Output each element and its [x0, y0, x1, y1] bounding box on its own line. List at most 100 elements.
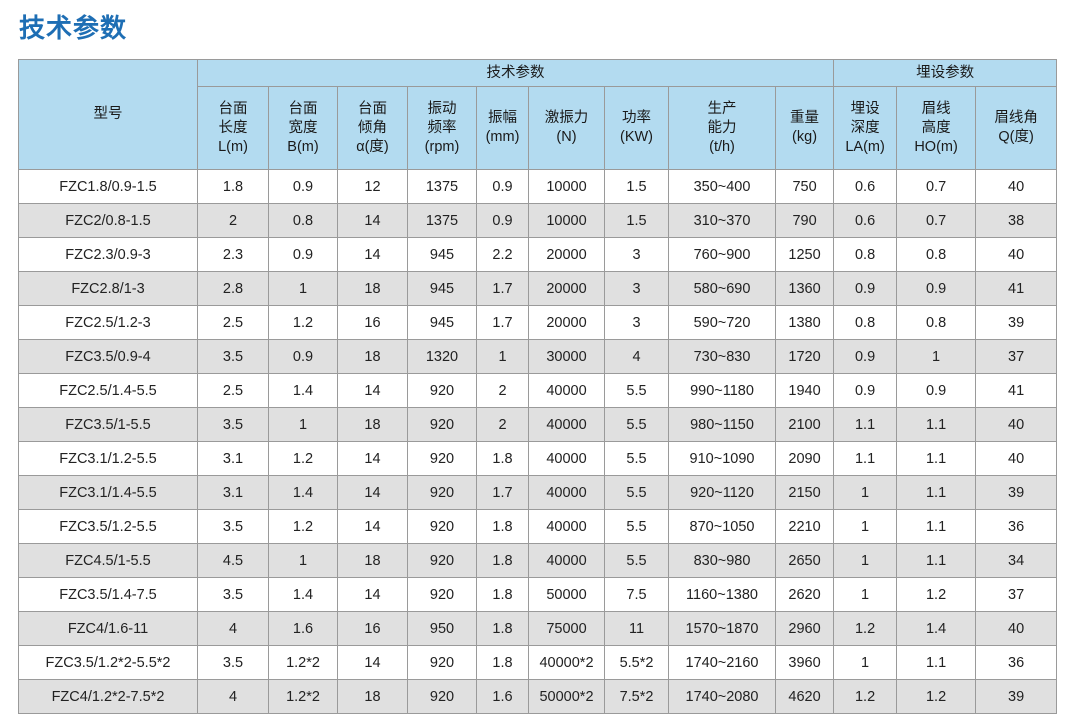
cell-bury_depth: 1	[833, 543, 898, 578]
cell-exciting_force: 10000	[528, 203, 605, 238]
cell-angle: 18	[337, 271, 408, 306]
cell-brow_angle: 36	[975, 509, 1058, 544]
header-line: HO(m)	[914, 138, 958, 155]
cell-frequency: 950	[407, 611, 477, 646]
cell-brow_angle: 37	[975, 339, 1058, 374]
cell-width: 0.8	[268, 203, 338, 238]
header-line: 生产	[707, 100, 737, 117]
cell-amplitude: 0.9	[476, 169, 529, 204]
cell-brow_height: 0.9	[896, 271, 977, 306]
column-header-width: 台面 宽度 B(m)	[268, 86, 338, 170]
cell-angle: 16	[337, 611, 408, 646]
header-line: Q(度)	[998, 129, 1034, 145]
cell-brow_angle: 34	[975, 543, 1058, 578]
cell-weight: 1380	[774, 305, 835, 340]
cell-brow_angle: 40	[975, 169, 1058, 204]
table-row: FZC2.8/1-3 2.8 1 18 945 1.7 20000 3 580~690 1360 0…	[18, 271, 1058, 306]
cell-capacity: 590~720	[668, 305, 776, 340]
table-row: FZC2.5/1.2-3 2.5 1.2 16 945 1.7 20000 3 590~720 1…	[18, 305, 1058, 340]
cell-brow_angle: 40	[975, 407, 1058, 442]
cell-exciting_force: 40000	[528, 509, 605, 544]
cell-weight: 790	[774, 203, 835, 238]
cell-brow_height: 1.1	[896, 475, 977, 510]
cell-length: 2.5	[197, 373, 269, 408]
cell-angle: 16	[337, 305, 408, 340]
cell-angle: 14	[337, 475, 408, 510]
cell-width: 1.2	[268, 305, 338, 340]
cell-frequency: 920	[407, 373, 477, 408]
cell-capacity: 310~370	[668, 203, 776, 238]
cell-model: FZC3.5/1.4-7.5	[18, 577, 198, 612]
header-line: B(m)	[287, 138, 319, 155]
cell-amplitude: 2	[476, 373, 529, 408]
cell-exciting_force: 40000	[528, 475, 605, 510]
cell-brow_height: 1.2	[896, 679, 977, 714]
header-line: 高度	[921, 119, 951, 136]
cell-power: 11	[604, 611, 669, 646]
cell-exciting_force: 40000	[528, 441, 605, 476]
cell-bury_depth: 0.6	[833, 169, 898, 204]
cell-width: 1.2	[268, 441, 338, 476]
header-line: 振幅	[488, 110, 517, 126]
cell-exciting_force: 10000	[528, 169, 605, 204]
table-row: FZC3.1/1.4-5.5 3.1 1.4 14 920 1.7 40000 5.5 920~…	[18, 475, 1058, 510]
cell-width: 0.9	[268, 237, 338, 272]
cell-power: 5.5*2	[604, 645, 669, 680]
header-line: L(m)	[218, 138, 248, 155]
cell-model: FZC3.5/1.2*2-5.5*2	[18, 645, 198, 680]
cell-power: 3	[604, 237, 669, 272]
cell-brow_height: 1.1	[896, 407, 977, 442]
cell-brow_angle: 41	[975, 271, 1058, 306]
cell-exciting_force: 20000	[528, 305, 605, 340]
cell-length: 3.1	[197, 441, 269, 476]
cell-bury_depth: 0.9	[833, 271, 898, 306]
cell-length: 4	[197, 611, 269, 646]
cell-capacity: 580~690	[668, 271, 776, 306]
cell-model: FZC3.1/1.2-5.5	[18, 441, 198, 476]
cell-weight: 2150	[774, 475, 835, 510]
column-header-capacity: 生产 能力 (t/h)	[668, 86, 776, 170]
table-header: 型号 技术参数 埋设参数 台面 长度 L(m) 台面 宽度 B(m)	[18, 59, 1058, 170]
cell-length: 2.5	[197, 305, 269, 340]
cell-frequency: 920	[407, 577, 477, 612]
cell-amplitude: 1.8	[476, 441, 529, 476]
cell-amplitude: 1.7	[476, 271, 529, 306]
cell-weight: 2090	[774, 441, 835, 476]
cell-model: FZC2/0.8-1.5	[18, 203, 198, 238]
cell-weight: 2100	[774, 407, 835, 442]
cell-length: 3.5	[197, 339, 269, 374]
cell-weight: 750	[774, 169, 835, 204]
cell-brow_height: 1.4	[896, 611, 977, 646]
cell-bury_depth: 1	[833, 509, 898, 544]
table-row: FZC4.5/1-5.5 4.5 1 18 920 1.8 40000 5.5 830~980 2…	[18, 543, 1058, 578]
cell-bury_depth: 0.8	[833, 305, 898, 340]
cell-model: FZC2.3/0.9-3	[18, 237, 198, 272]
header-line: 频率	[427, 119, 457, 136]
cell-amplitude: 1.8	[476, 645, 529, 680]
cell-brow_angle: 39	[975, 679, 1058, 714]
cell-brow_height: 0.9	[896, 373, 977, 408]
spec-table-container: 型号 技术参数 埋设参数 台面 长度 L(m) 台面 宽度 B(m)	[18, 59, 1058, 714]
cell-length: 3.5	[197, 509, 269, 544]
header-line: 激振力	[544, 110, 589, 126]
cell-model: FZC4/1.2*2-7.5*2	[18, 679, 198, 714]
cell-angle: 12	[337, 169, 408, 204]
cell-frequency: 1375	[407, 203, 477, 238]
header-line: (kg)	[792, 129, 818, 145]
cell-brow_height: 1.1	[896, 543, 977, 578]
cell-power: 4	[604, 339, 669, 374]
cell-power: 5.5	[604, 373, 669, 408]
cell-angle: 14	[337, 373, 408, 408]
group-header-technical: 技术参数	[196, 59, 835, 87]
cell-weight: 2650	[774, 543, 835, 578]
cell-amplitude: 1.7	[476, 475, 529, 510]
cell-width: 1.6	[268, 611, 338, 646]
cell-brow_height: 1.1	[896, 645, 977, 680]
cell-weight: 4620	[774, 679, 835, 714]
cell-frequency: 945	[407, 271, 477, 306]
cell-width: 1.4	[268, 577, 338, 612]
cell-exciting_force: 20000	[528, 271, 605, 306]
cell-bury_depth: 0.6	[833, 203, 898, 238]
cell-exciting_force: 40000	[528, 543, 605, 578]
cell-frequency: 920	[407, 509, 477, 544]
